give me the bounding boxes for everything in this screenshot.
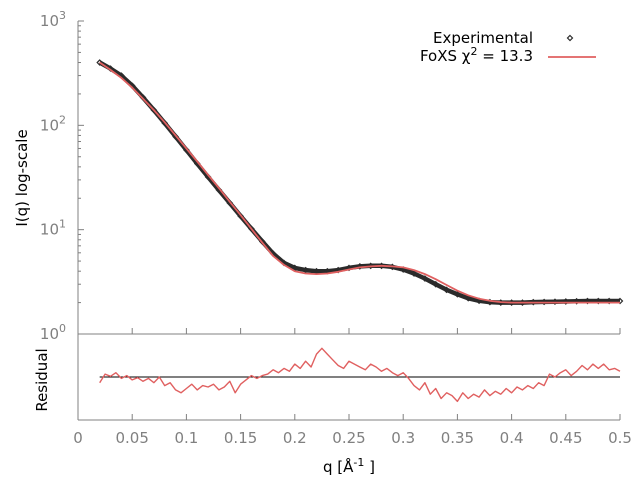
experimental-point: [421, 275, 429, 282]
experimental-point: [356, 263, 364, 270]
experimental-point: [443, 286, 450, 294]
x-tick-label: 0.5: [608, 429, 632, 447]
foxs-fit-line: [99, 61, 620, 304]
legend-label-experimental: Experimental: [433, 29, 533, 47]
legend-marker-experimental: [566, 34, 574, 42]
legend-label-foxs-suffix: = 13.3: [477, 47, 533, 65]
experimental-point: [529, 298, 537, 306]
experimental-point: [454, 290, 461, 298]
experimental-point: [573, 297, 580, 305]
residual-y-axis-label: Residual: [33, 348, 51, 411]
y-tick-label-base: 10: [40, 221, 59, 239]
experimental-point: [540, 298, 548, 306]
residual-line: [99, 347, 621, 403]
legend-label-foxs-sup: 2: [470, 45, 477, 58]
x-tick-label: 0.3: [391, 429, 415, 447]
x-axis-label-text: q [Å: [323, 457, 354, 476]
main-y-axis-label: I(q) log-scale: [13, 129, 31, 226]
experimental-point: [96, 59, 104, 66]
x-tick-label: 0: [73, 429, 83, 447]
y-tick-label: 102: [40, 113, 66, 134]
experimental-point: [562, 298, 570, 305]
x-tick-label: 0.4: [500, 429, 524, 447]
experimental-point: [237, 212, 244, 220]
x-axis-label: q [Å-1 ]: [323, 456, 375, 476]
residual-x-ticks: 0 0.05 0.1 0.15 0.2 0.25 0.3 0.35 0.4 0.45 0.5: [73, 328, 632, 447]
y-tick-label-base: 10: [40, 12, 59, 30]
y-tick-label-base: 10: [40, 116, 59, 134]
experimental-point: [584, 297, 591, 305]
experimental-point: [464, 294, 472, 302]
experimental-point: [432, 280, 440, 288]
experimental-point: [161, 119, 169, 127]
experimental-point: [302, 266, 309, 274]
y-tick-label: 100: [40, 322, 66, 343]
x-tick-label: 0.25: [332, 429, 365, 447]
x-tick-label: 0.2: [283, 429, 307, 447]
experimental-point: [605, 297, 613, 305]
legend-label-foxs-text: FoXS χ: [420, 47, 471, 65]
legend-label-foxs: FoXS χ2 = 13.3: [420, 45, 533, 65]
y-tick-label-exp: 3: [59, 9, 66, 22]
residual-series-group: [99, 347, 621, 403]
x-tick-label: 0.35: [441, 429, 474, 447]
x-tick-label: 0.1: [174, 429, 198, 447]
experimental-point: [551, 298, 559, 306]
main-series-group: [96, 59, 624, 306]
y-tick-label-base: 10: [40, 325, 59, 343]
y-tick-label-exp: 0: [59, 322, 66, 335]
experimental-point: [367, 262, 375, 270]
x-axis-label-suffix: ]: [364, 458, 375, 476]
experimental-point: [410, 270, 418, 277]
experimental-point: [172, 133, 179, 140]
x-tick-label: 0.15: [224, 429, 257, 447]
experimental-point: [226, 199, 234, 207]
y-tick-label-exp: 1: [59, 218, 66, 231]
y-tick-label-exp: 2: [59, 113, 66, 126]
legend: Experimental FoXS χ2 = 13.3: [420, 29, 596, 65]
experimental-point: [594, 297, 602, 305]
x-tick-label: 0.05: [115, 429, 148, 447]
experimental-point: [616, 297, 624, 305]
y-tick-label: 101: [40, 218, 66, 239]
experimental-point: [475, 297, 483, 305]
x-tick-label: 0.45: [549, 429, 582, 447]
y-tick-label: 103: [40, 9, 66, 30]
x-axis-label-sup: -1: [353, 456, 364, 469]
